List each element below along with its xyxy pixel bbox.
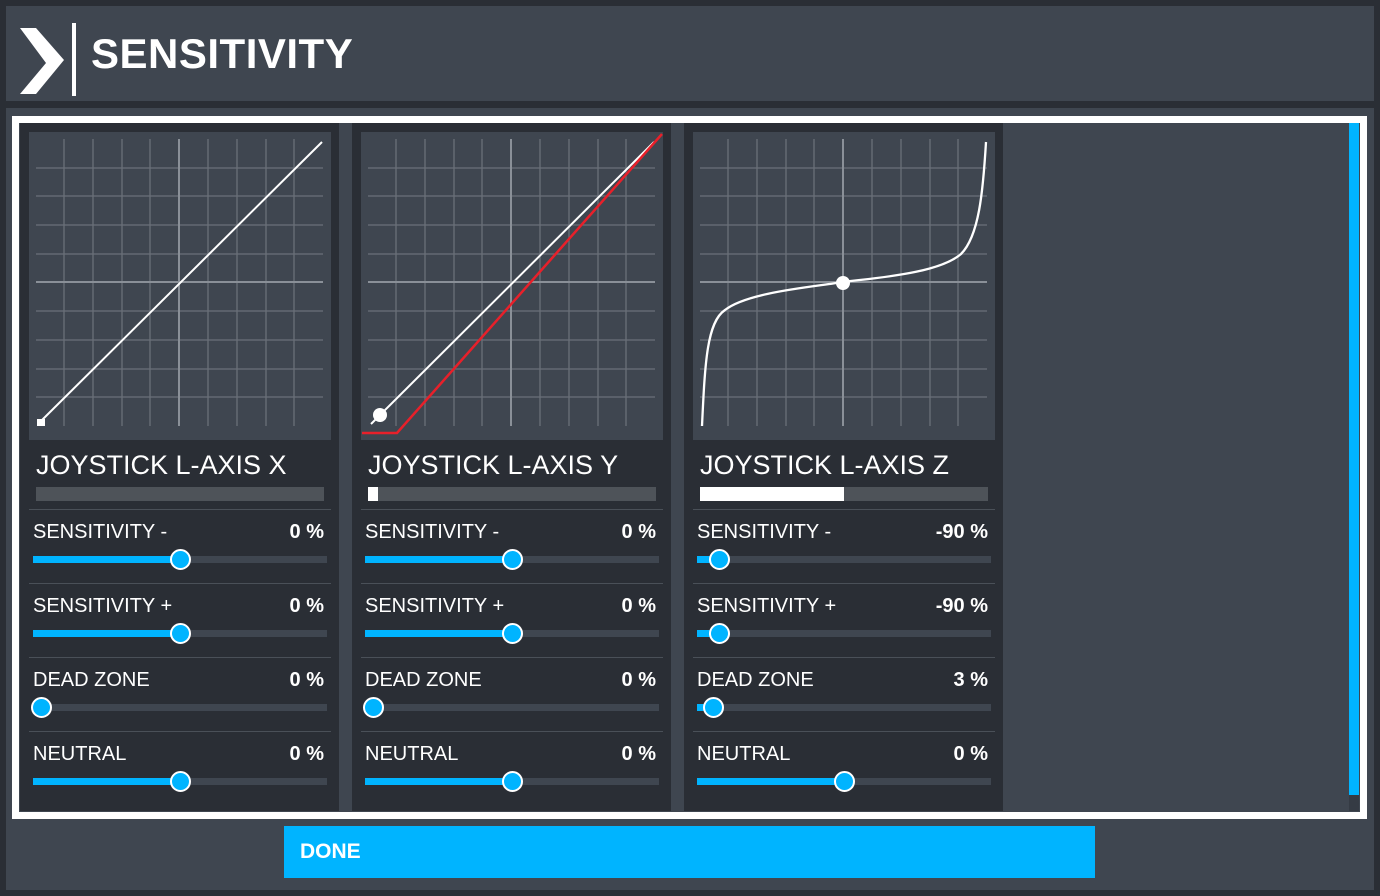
slider-thumb[interactable] — [702, 697, 724, 718]
slider-row-dead-zone: DEAD ZONE 0 % — [29, 657, 331, 731]
slider-label: NEUTRAL — [697, 743, 791, 765]
slider-value: 0 % — [621, 595, 656, 617]
slider-label: NEUTRAL — [33, 743, 127, 765]
slider-row-sensitivity-plus: SENSITIVITY + 0 % — [29, 583, 331, 657]
axis-input-bar — [36, 487, 324, 501]
slider-row-neutral: NEUTRAL 0 % — [29, 731, 331, 805]
slider-label: SENSITIVITY + — [697, 595, 837, 617]
slider-fill — [33, 556, 180, 563]
slider-value: 0 % — [289, 669, 324, 691]
slider-value: 0 % — [953, 743, 988, 765]
page-title: SENSITIVITY — [91, 30, 354, 77]
slider-thumb[interactable] — [708, 549, 730, 570]
slider-value: 0 % — [621, 521, 656, 543]
sensitivity-plus-slider[interactable] — [33, 623, 327, 644]
slider-fill — [697, 778, 844, 785]
slider-row-sensitivity-plus: SENSITIVITY + -90 % — [693, 583, 995, 657]
slider-value: 0 % — [621, 669, 656, 691]
slider-fill — [697, 556, 720, 563]
slider-row-sensitivity-minus: SENSITIVITY - 0 % — [29, 509, 331, 583]
slider-thumb[interactable] — [501, 549, 523, 570]
axis-card-y: JOYSTICK L-AXIS Y SENSITIVITY - 0 % SENS… — [352, 123, 671, 811]
slider-value: 0 % — [621, 743, 656, 765]
axis-name: JOYSTICK L-AXIS Z — [700, 450, 950, 480]
chevron-right-icon[interactable] — [20, 20, 70, 100]
slider-value: -90 % — [935, 521, 988, 543]
slider-thumb[interactable] — [501, 623, 523, 644]
slider-fill — [33, 630, 180, 637]
slider-row-sensitivity-minus: SENSITIVITY - -90 % — [693, 509, 995, 583]
done-button[interactable]: DONE — [284, 826, 1095, 878]
dead-zone-slider[interactable] — [697, 697, 991, 718]
slider-fill — [365, 778, 512, 785]
slider-fill — [365, 556, 512, 563]
curve-chart — [700, 139, 988, 427]
slider-value: 0 % — [289, 521, 324, 543]
sensitivity-plus-slider[interactable] — [365, 623, 659, 644]
slider-label: SENSITIVITY - — [365, 521, 500, 543]
slider-label: SENSITIVITY - — [33, 521, 168, 543]
slider-value: 0 % — [289, 595, 324, 617]
slider-row-neutral: NEUTRAL 0 % — [693, 731, 995, 805]
response-curve-graph — [361, 132, 663, 440]
slider-row-neutral: NEUTRAL 0 % — [361, 731, 663, 805]
slider-label: DEAD ZONE — [365, 669, 482, 691]
slider-row-dead-zone: DEAD ZONE 3 % — [693, 657, 995, 731]
axis-input-fill — [368, 487, 378, 501]
slider-label: SENSITIVITY - — [697, 521, 832, 543]
slider-label: DEAD ZONE — [697, 669, 814, 691]
slider-row-dead-zone: DEAD ZONE 0 % — [361, 657, 663, 731]
neutral-slider[interactable] — [697, 771, 991, 792]
slider-fill — [365, 630, 512, 637]
slider-row-sensitivity-minus: SENSITIVITY - 0 % — [361, 509, 663, 583]
page-header: SENSITIVITY — [6, 6, 1374, 101]
dead-zone-slider[interactable] — [31, 697, 327, 718]
axis-input-fill — [700, 487, 844, 501]
axis-name: JOYSTICK L-AXIS X — [36, 450, 287, 480]
axis-input-bar — [368, 487, 656, 501]
slider-thumb[interactable] — [363, 697, 385, 718]
slider-thumb[interactable] — [169, 623, 191, 644]
slider-thumb[interactable] — [31, 697, 53, 718]
axis-card-z: JOYSTICK L-AXIS Z SENSITIVITY - -90 % SE… — [684, 123, 1003, 811]
slider-thumb[interactable] — [501, 771, 523, 792]
curve-chart — [36, 139, 323, 426]
slider-fill — [33, 778, 180, 785]
vertical-scrollbar-thumb[interactable] — [1349, 123, 1359, 795]
axis-card-x: JOYSTICK L-AXIS X SENSITIVITY - 0 % SENS… — [20, 123, 339, 811]
slider-label: SENSITIVITY + — [33, 595, 173, 617]
sensitivity-minus-slider[interactable] — [365, 549, 659, 570]
axis-input-bar — [700, 487, 988, 501]
slider-row-sensitivity-plus: SENSITIVITY + 0 % — [361, 583, 663, 657]
slider-thumb[interactable] — [169, 771, 191, 792]
curve-chart — [362, 133, 663, 435]
slider-value: -90 % — [935, 595, 988, 617]
neutral-slider[interactable] — [33, 771, 327, 792]
slider-label: DEAD ZONE — [33, 669, 150, 691]
sensitivity-plus-slider[interactable] — [697, 623, 991, 644]
slider-label: NEUTRAL — [365, 743, 459, 765]
slider-thumb[interactable] — [169, 549, 191, 570]
axis-name: JOYSTICK L-AXIS Y — [368, 450, 619, 480]
slider-thumb[interactable] — [833, 771, 855, 792]
sensitivity-minus-slider[interactable] — [33, 549, 327, 570]
slider-value: 3 % — [953, 669, 988, 691]
dead-zone-slider[interactable] — [363, 697, 659, 718]
response-curve-graph — [29, 132, 331, 440]
header-divider — [72, 23, 76, 96]
sensitivity-minus-slider[interactable] — [697, 549, 991, 570]
slider-value: 0 % — [289, 743, 324, 765]
slider-fill — [697, 630, 720, 637]
slider-label: SENSITIVITY + — [365, 595, 505, 617]
slider-thumb[interactable] — [708, 623, 730, 644]
neutral-slider[interactable] — [365, 771, 659, 792]
response-curve-graph — [693, 132, 995, 440]
